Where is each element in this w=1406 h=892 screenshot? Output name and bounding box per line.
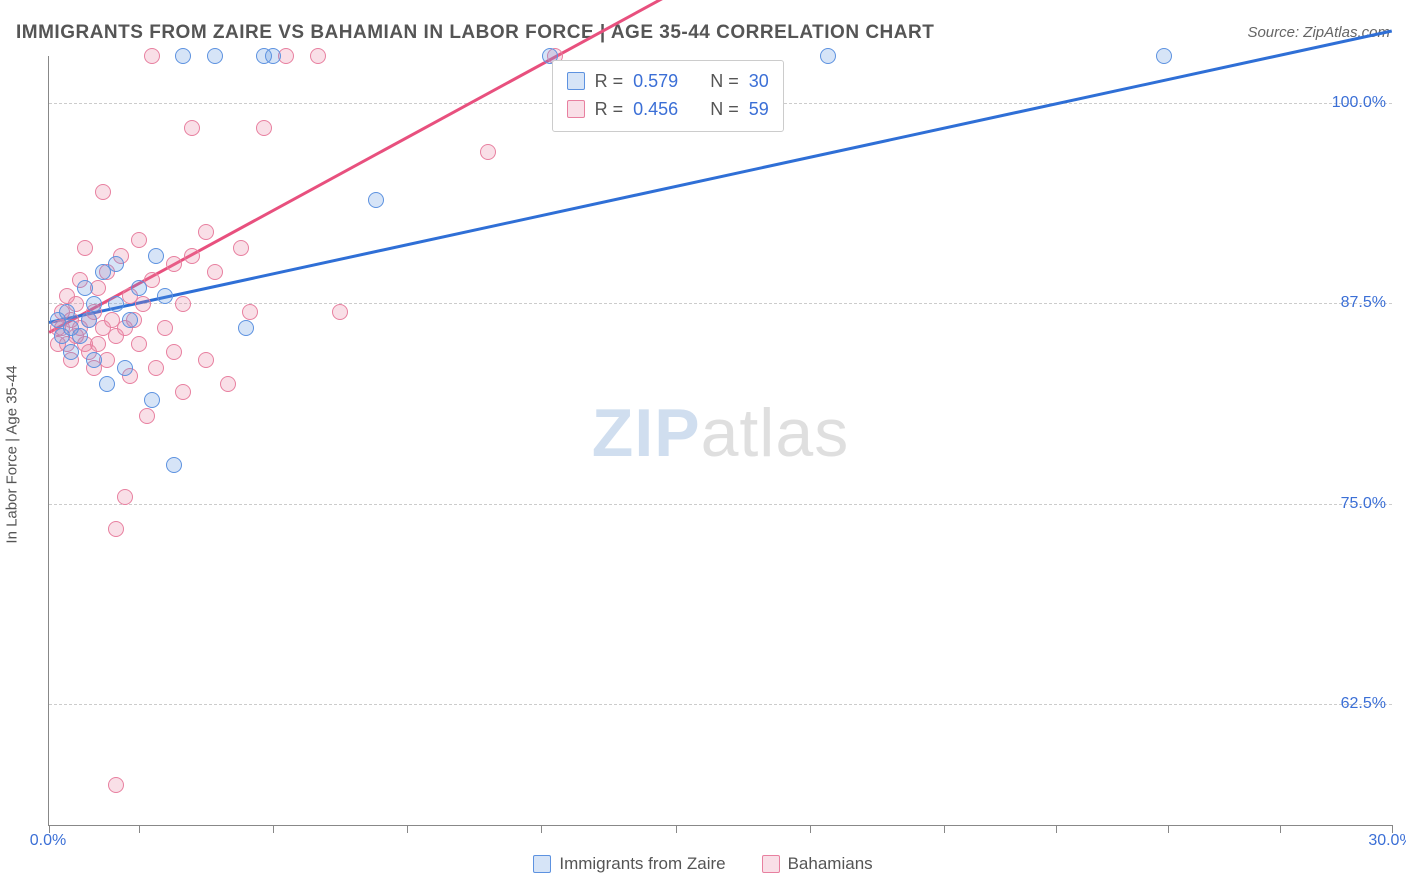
x-tick [1280,825,1281,833]
y-tick-label: 62.5% [1341,695,1386,713]
data-point [59,304,75,320]
data-point [310,48,326,64]
data-point [135,296,151,312]
data-point [480,144,496,160]
x-tick [273,825,274,833]
data-point [175,48,191,64]
data-point [131,336,147,352]
data-point [108,777,124,793]
x-tick [1168,825,1169,833]
data-point [108,256,124,272]
gridline [49,504,1392,505]
data-point [157,320,173,336]
swatch-blue-icon [567,72,585,90]
chart-container: IMMIGRANTS FROM ZAIRE VS BAHAMIAN IN LAB… [0,0,1406,892]
x-tick-label: 30.0% [1368,832,1406,850]
data-point [220,376,236,392]
data-point [166,256,182,272]
r-value: 0.579 [633,67,678,95]
y-tick-label: 100.0% [1332,94,1386,112]
data-point [1156,48,1172,64]
swatch-pink-icon [567,100,585,118]
data-point [117,489,133,505]
data-point [108,521,124,537]
data-point [184,120,200,136]
n-label: N = [710,95,739,123]
data-point [77,280,93,296]
data-point [207,48,223,64]
data-point [117,360,133,376]
data-point [122,312,138,328]
legend-row-pink: R = 0.456 N = 59 [567,95,769,123]
data-point [144,392,160,408]
swatch-pink-icon [762,855,780,873]
n-value: 59 [749,95,769,123]
legend-item-bahamians: Bahamians [762,854,873,874]
x-tick-label: 0.0% [30,832,66,850]
y-tick-label: 75.0% [1341,495,1386,513]
n-label: N = [710,67,739,95]
x-tick [541,825,542,833]
legend-item-zaire: Immigrants from Zaire [533,854,725,874]
correlation-legend: R = 0.579 N = 30 R = 0.456 N = 59 [552,60,784,132]
data-point [175,384,191,400]
data-point [157,288,173,304]
data-point [198,352,214,368]
data-point [139,408,155,424]
data-point [72,328,88,344]
data-point [81,312,97,328]
x-tick [676,825,677,833]
data-point [90,336,106,352]
data-point [108,296,124,312]
data-point [63,344,79,360]
watermark-atlas: atlas [701,395,850,471]
data-point [148,248,164,264]
r-value: 0.456 [633,95,678,123]
x-tick [1056,825,1057,833]
data-point [86,352,102,368]
data-point [166,344,182,360]
swatch-blue-icon [533,855,551,873]
watermark: ZIPatlas [592,394,849,472]
chart-title: IMMIGRANTS FROM ZAIRE VS BAHAMIAN IN LAB… [16,22,934,44]
data-point [148,360,164,376]
data-point [175,296,191,312]
data-point [233,240,249,256]
data-point [368,192,384,208]
r-label: R = [595,95,624,123]
data-point [238,320,254,336]
plot-area: ZIPatlas 62.5% 75.0% 87.5% 100.0% [48,56,1392,826]
n-value: 30 [749,67,769,95]
data-point [86,296,102,312]
data-point [265,48,281,64]
x-tick [944,825,945,833]
data-point [99,376,115,392]
data-point [207,264,223,280]
data-point [184,248,200,264]
x-tick [810,825,811,833]
legend-bottom: Immigrants from Zaire Bahamians [0,854,1406,874]
x-tick [139,825,140,833]
data-point [256,120,272,136]
data-point [144,48,160,64]
x-tick [407,825,408,833]
data-point [198,224,214,240]
data-point [131,232,147,248]
legend-label-bahamians: Bahamians [788,854,873,874]
data-point [131,280,147,296]
y-tick-label: 87.5% [1341,294,1386,312]
data-point [332,304,348,320]
data-point [242,304,258,320]
r-label: R = [595,67,624,95]
data-point [77,240,93,256]
data-point [166,457,182,473]
legend-label-zaire: Immigrants from Zaire [559,854,725,874]
watermark-zip: ZIP [592,395,701,471]
source-label: Source: ZipAtlas.com [1247,24,1390,41]
data-point [95,184,111,200]
legend-row-blue: R = 0.579 N = 30 [567,67,769,95]
data-point [820,48,836,64]
y-axis-label: In Labor Force | Age 35-44 [4,365,21,543]
gridline [49,704,1392,705]
